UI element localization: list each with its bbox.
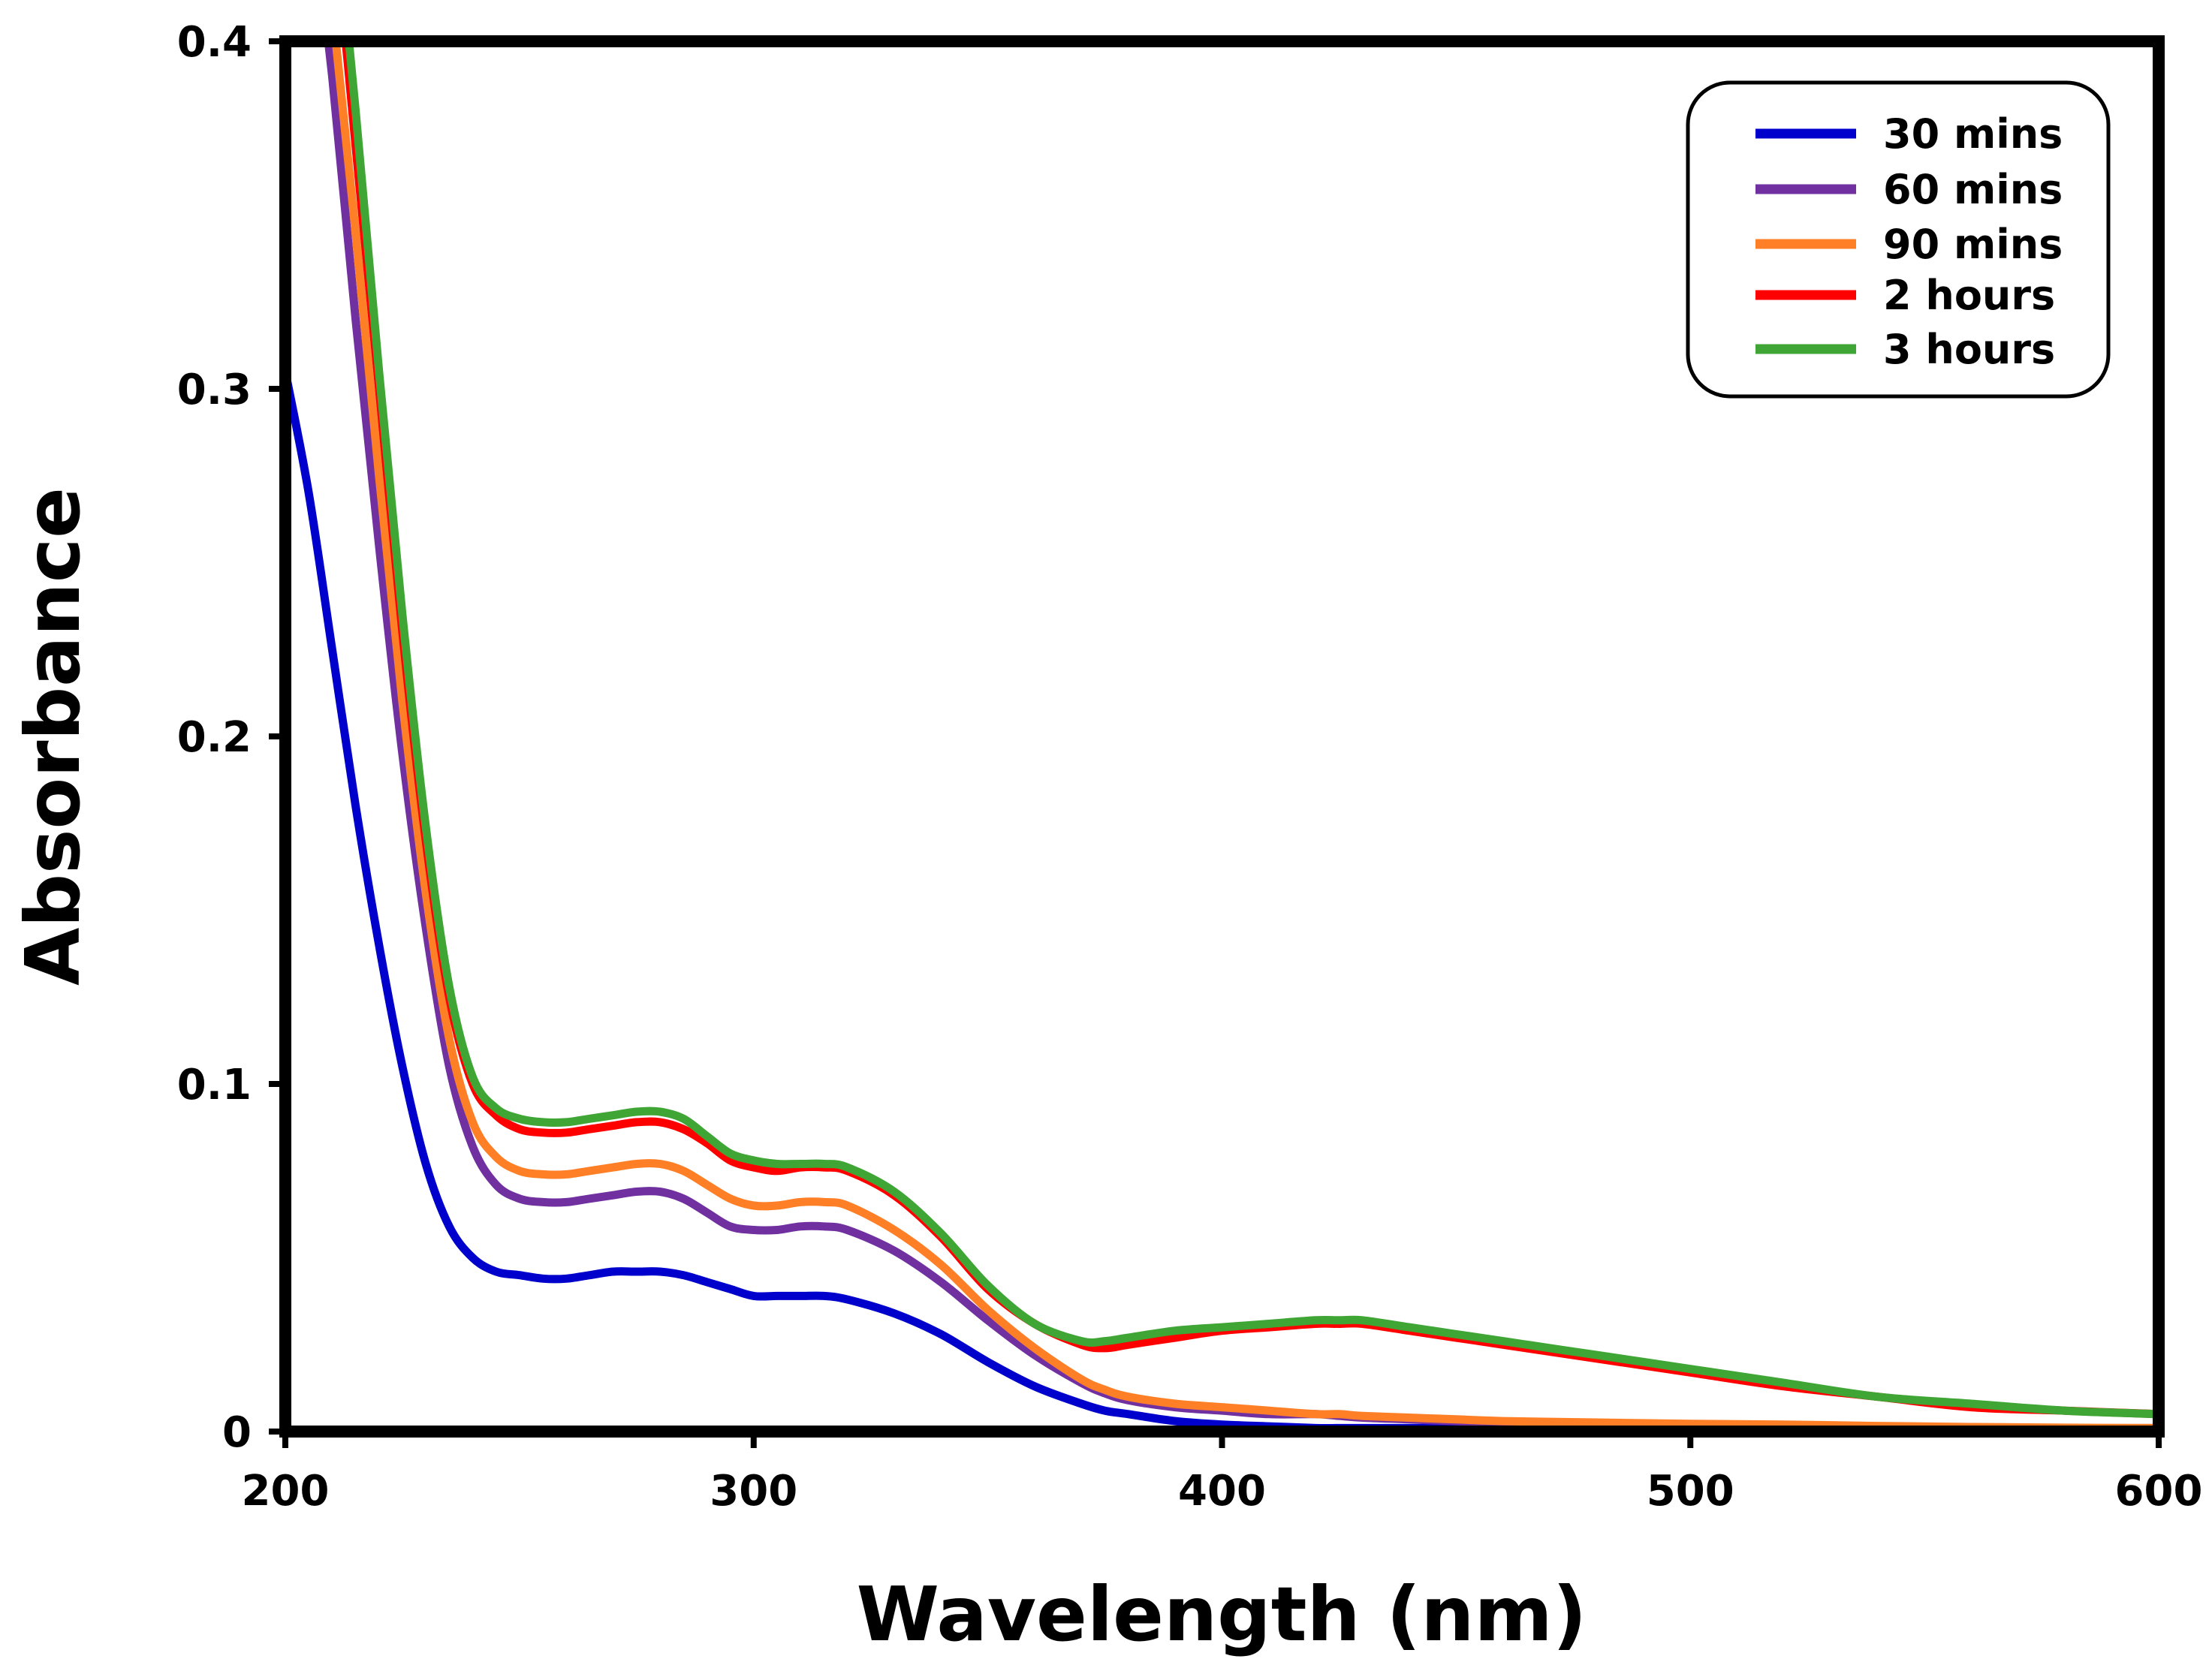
- legend-label-2-hours: 2 hours: [1883, 272, 2055, 319]
- legend-label-90-mins: 90 mins: [1883, 221, 2063, 268]
- y-tick-label: 0: [222, 1408, 252, 1457]
- x-axis-title: Wavelength (nm): [857, 1570, 1587, 1658]
- legend-box: [1686, 80, 2111, 399]
- legend-label-30-mins: 30 mins: [1883, 110, 2063, 158]
- y-tick-label: 0.3: [177, 366, 252, 414]
- y-tick-label: 0.1: [177, 1061, 252, 1109]
- x-tick-label: 500: [1647, 1467, 1734, 1516]
- x-tick-label: 200: [242, 1467, 330, 1516]
- series-line-3-hours: [345, 41, 2159, 1419]
- x-tick-label: 600: [2115, 1467, 2203, 1516]
- y-axis-title: Absorbance: [9, 487, 97, 986]
- y-tick-label: 0.4: [177, 18, 252, 67]
- series-line-30-mins: [285, 367, 2159, 1432]
- ticks-group: 200 300 400 500 600 0 0.1 0.2 0.3 0.4: [177, 18, 2203, 1516]
- x-tick-label: 300: [710, 1467, 797, 1516]
- legend-label-60-mins: 60 mins: [1883, 166, 2063, 213]
- y-tick-label: 0.2: [177, 713, 252, 762]
- legend-label-3-hours: 3 hours: [1883, 326, 2055, 373]
- x-tick-label: 400: [1178, 1467, 1266, 1516]
- series-line-90-mins: [331, 41, 2159, 1432]
